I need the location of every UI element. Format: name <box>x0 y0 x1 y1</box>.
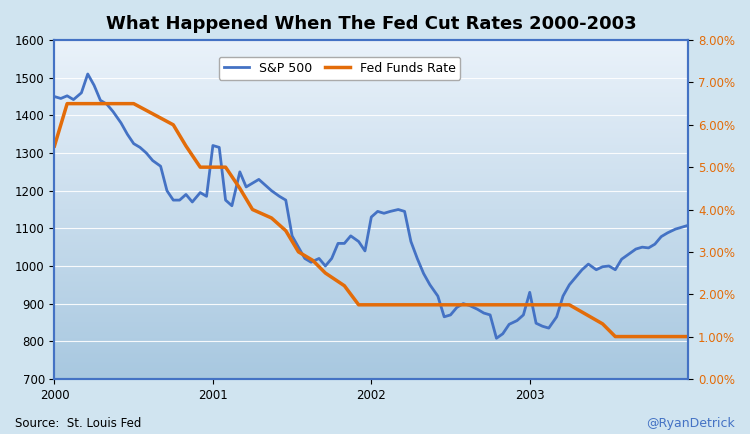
S&P 500 <box>492 335 501 341</box>
S&P 500 <box>102 102 111 107</box>
Fed Funds Rate <box>196 164 205 170</box>
Fed Funds Rate <box>267 215 276 220</box>
Legend: S&P 500, Fed Funds Rate: S&P 500, Fed Funds Rate <box>219 56 460 79</box>
Fed Funds Rate <box>236 186 244 191</box>
S&P 500 <box>419 271 428 276</box>
Fed Funds Rate <box>129 101 138 106</box>
S&P 500 <box>50 94 59 99</box>
Fed Funds Rate <box>182 143 190 148</box>
Title: What Happened When The Fed Cut Rates 2000-2003: What Happened When The Fed Cut Rates 200… <box>106 15 637 33</box>
Fed Funds Rate <box>308 258 317 263</box>
Fed Funds Rate <box>632 334 640 339</box>
Fed Funds Rate <box>89 101 98 106</box>
S&P 500 <box>552 314 561 319</box>
S&P 500 <box>221 197 230 203</box>
Fed Funds Rate <box>281 228 290 233</box>
Fed Funds Rate <box>209 164 218 170</box>
Fed Funds Rate <box>440 302 448 307</box>
Line: S&P 500: S&P 500 <box>55 74 689 338</box>
Text: Source:  St. Louis Fed: Source: St. Louis Fed <box>15 417 141 430</box>
Fed Funds Rate <box>367 302 376 307</box>
Fed Funds Rate <box>610 334 620 339</box>
S&P 500 <box>83 71 92 76</box>
Fed Funds Rate <box>63 101 72 106</box>
Text: @RyanDetrick: @RyanDetrick <box>646 417 735 430</box>
Fed Funds Rate <box>657 334 666 339</box>
Fed Funds Rate <box>169 122 178 128</box>
Fed Funds Rate <box>221 164 230 170</box>
Fed Funds Rate <box>684 334 693 339</box>
Fed Funds Rate <box>598 321 607 326</box>
Fed Funds Rate <box>50 143 59 148</box>
Fed Funds Rate <box>77 101 86 106</box>
Line: Fed Funds Rate: Fed Funds Rate <box>55 104 689 336</box>
S&P 500 <box>374 209 382 214</box>
Fed Funds Rate <box>294 249 303 254</box>
Fed Funds Rate <box>525 302 534 307</box>
Fed Funds Rate <box>498 302 507 307</box>
Fed Funds Rate <box>406 302 416 307</box>
S&P 500 <box>684 223 693 228</box>
Fed Funds Rate <box>321 270 330 276</box>
Fed Funds Rate <box>671 334 680 339</box>
Fed Funds Rate <box>473 302 482 307</box>
Fed Funds Rate <box>248 207 257 212</box>
Fed Funds Rate <box>565 302 574 307</box>
Fed Funds Rate <box>340 283 349 288</box>
Fed Funds Rate <box>354 302 363 307</box>
S&P 500 <box>69 97 78 102</box>
